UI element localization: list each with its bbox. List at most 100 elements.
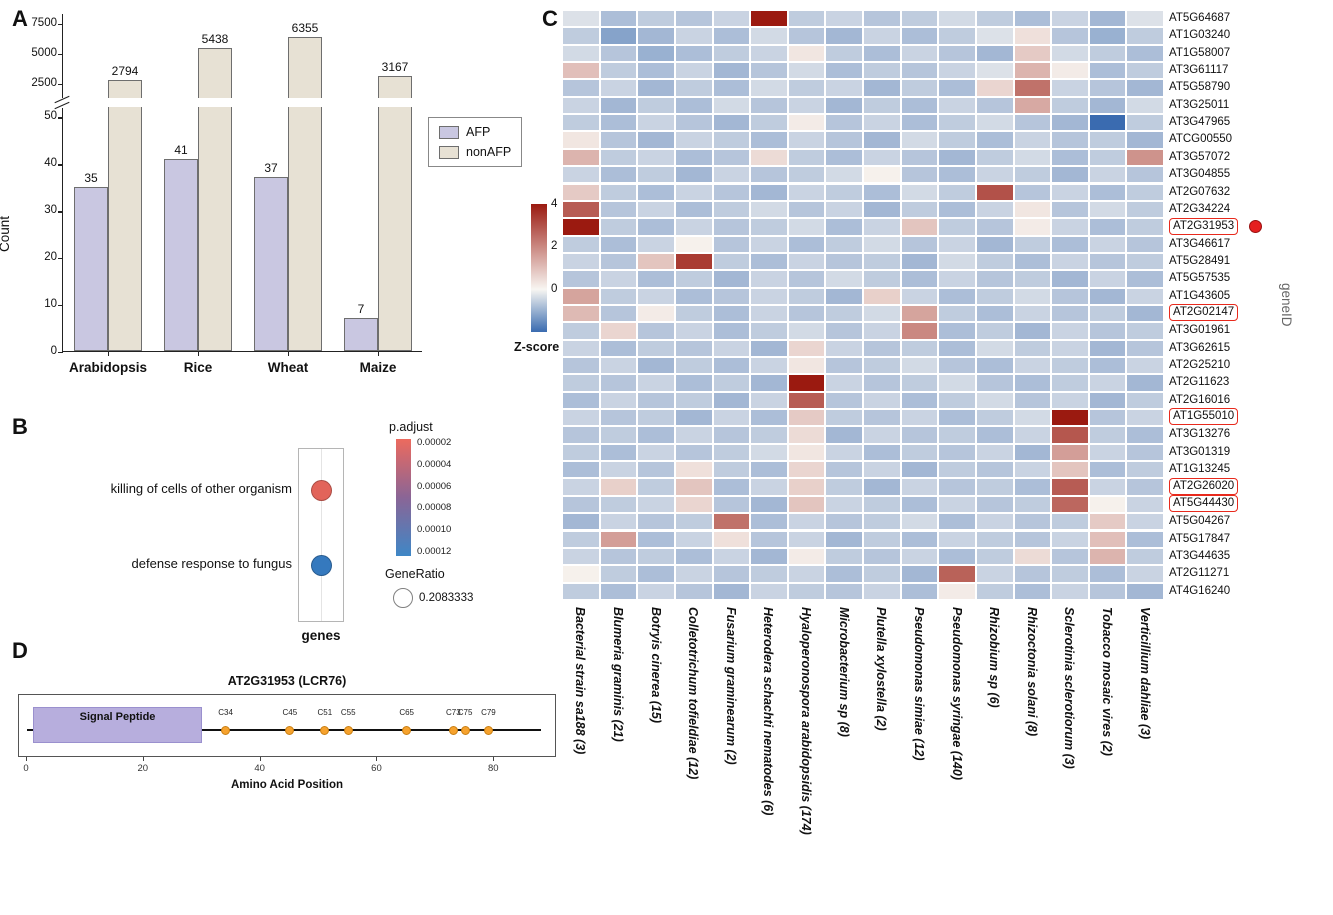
heatmap-cell bbox=[900, 131, 939, 149]
x-axis-tick-label: 0 bbox=[23, 763, 29, 774]
gene-id-label: AT1G58007 bbox=[1169, 46, 1231, 59]
x-axis-tick-mark bbox=[108, 352, 110, 356]
heatmap-cell bbox=[787, 357, 826, 375]
heatmap-cell bbox=[1088, 131, 1127, 149]
bar-nonafp-upper bbox=[378, 75, 412, 98]
heatmap-cell bbox=[750, 530, 788, 548]
heatmap-cell bbox=[637, 44, 675, 63]
heatmap-cell bbox=[712, 252, 751, 271]
heatmap-cell bbox=[637, 166, 675, 184]
heatmap-cell bbox=[562, 218, 600, 236]
bar-value-label: 37 bbox=[264, 161, 278, 176]
heatmap-cell bbox=[825, 339, 863, 357]
legend-item: AFP bbox=[439, 125, 511, 139]
heatmap-cell bbox=[863, 96, 901, 115]
heatmap-cell bbox=[863, 461, 901, 479]
heatmap-cell bbox=[674, 582, 713, 600]
heatmap-cell bbox=[599, 166, 638, 184]
heatmap-cell bbox=[1013, 252, 1052, 271]
heatmap-cell bbox=[938, 357, 976, 375]
cysteine-label: C73 bbox=[446, 708, 461, 717]
gene-id-label: AT1G13245 bbox=[1169, 463, 1231, 476]
heatmap-cell bbox=[787, 409, 826, 427]
x-axis-tick-mark bbox=[142, 757, 144, 761]
heatmap-cell bbox=[938, 270, 976, 288]
protein-diagram-box: Signal Peptide C34 C45 C51 C55 C65 C73 C75 C79 bbox=[18, 694, 556, 757]
heatmap-cell bbox=[562, 270, 600, 288]
heatmap-cell bbox=[938, 44, 976, 63]
x-axis-tick-mark bbox=[288, 352, 290, 356]
heatmap-cell bbox=[863, 478, 901, 496]
padjust-tick-label: 0.00008 bbox=[417, 502, 452, 514]
heatmap-cell bbox=[562, 148, 600, 167]
heatmap-cell bbox=[900, 44, 939, 63]
heatmap-cell bbox=[1051, 10, 1089, 28]
heatmap-cell bbox=[562, 426, 600, 444]
panel-c-right-axis-title: geneID bbox=[1279, 283, 1294, 327]
heatmap-cell bbox=[1088, 235, 1127, 253]
gene-id-label: AT3G46617 bbox=[1169, 237, 1231, 250]
heatmap-cell bbox=[562, 27, 600, 45]
heatmap-cell bbox=[674, 547, 713, 566]
heatmap-cell bbox=[1126, 235, 1164, 253]
y-axis-tick-mark bbox=[58, 83, 63, 85]
heatmap-cell bbox=[674, 131, 713, 149]
heatmap-cell bbox=[1088, 461, 1127, 479]
heatmap-cell bbox=[1051, 374, 1089, 392]
heatmap-cell bbox=[750, 582, 788, 600]
heatmap-cell bbox=[1051, 357, 1089, 375]
heatmap-cell bbox=[1051, 183, 1089, 201]
heatmap-cell bbox=[787, 200, 826, 219]
padjust-tick-label: 0.00010 bbox=[417, 524, 452, 536]
heatmap-cell bbox=[975, 426, 1014, 444]
heatmap-cell bbox=[825, 461, 863, 479]
heatmap-cell bbox=[712, 131, 751, 149]
heatmap-cell bbox=[1088, 565, 1127, 583]
heatmap-cell bbox=[1088, 478, 1127, 496]
heatmap-cell bbox=[599, 10, 638, 28]
heatmap-cell bbox=[938, 79, 976, 97]
x-axis-tick-label: 60 bbox=[371, 763, 382, 774]
heatmap-cell bbox=[750, 443, 788, 462]
heatmap-cell bbox=[1088, 391, 1127, 410]
heatmap-cell bbox=[1126, 582, 1164, 600]
heatmap-cell bbox=[562, 62, 600, 80]
heatmap-cell bbox=[674, 339, 713, 357]
heatmap-cell bbox=[712, 166, 751, 184]
heatmap-cell bbox=[637, 478, 675, 496]
signal-peptide-domain bbox=[32, 707, 203, 743]
heatmap-cell bbox=[938, 114, 976, 132]
heatmap-cell bbox=[674, 10, 713, 28]
heatmap-cell bbox=[900, 10, 939, 28]
bar-nonafp-upper bbox=[108, 80, 142, 98]
heatmap-cell bbox=[1051, 409, 1089, 427]
heatmap-cell bbox=[712, 461, 751, 479]
heatmap-cell bbox=[562, 322, 600, 340]
heatmap-cell bbox=[938, 374, 976, 392]
heatmap-cell bbox=[1126, 27, 1164, 45]
heatmap-cell bbox=[900, 461, 939, 479]
heatmap-cell bbox=[1051, 148, 1089, 167]
heatmap-cell bbox=[825, 252, 863, 271]
heatmap-cell bbox=[712, 374, 751, 392]
gene-id-label: AT2G16016 bbox=[1169, 393, 1231, 406]
x-axis-tick-mark bbox=[198, 352, 200, 356]
gene-id-label: AT2G25210 bbox=[1169, 359, 1231, 371]
heatmap-cell bbox=[938, 443, 976, 462]
heatmap-cell bbox=[787, 96, 826, 115]
heatmap-cell bbox=[938, 96, 976, 115]
heatmap-cell bbox=[975, 461, 1014, 479]
heatmap-cell bbox=[1088, 304, 1127, 323]
heatmap-grid bbox=[562, 10, 1165, 601]
heatmap-cell bbox=[674, 374, 713, 392]
heatmap-cell bbox=[674, 513, 713, 531]
y-axis-tick-label: 20 bbox=[44, 251, 57, 264]
x-axis-tick-label: 40 bbox=[254, 763, 265, 774]
heatmap-cell bbox=[750, 391, 788, 410]
heatmap-cell bbox=[1013, 374, 1052, 392]
heatmap-cell bbox=[637, 270, 675, 288]
heatmap-cell bbox=[674, 304, 713, 323]
heatmap-cell bbox=[900, 270, 939, 288]
heatmap-cell bbox=[1013, 218, 1052, 236]
heatmap-cell bbox=[674, 183, 713, 201]
